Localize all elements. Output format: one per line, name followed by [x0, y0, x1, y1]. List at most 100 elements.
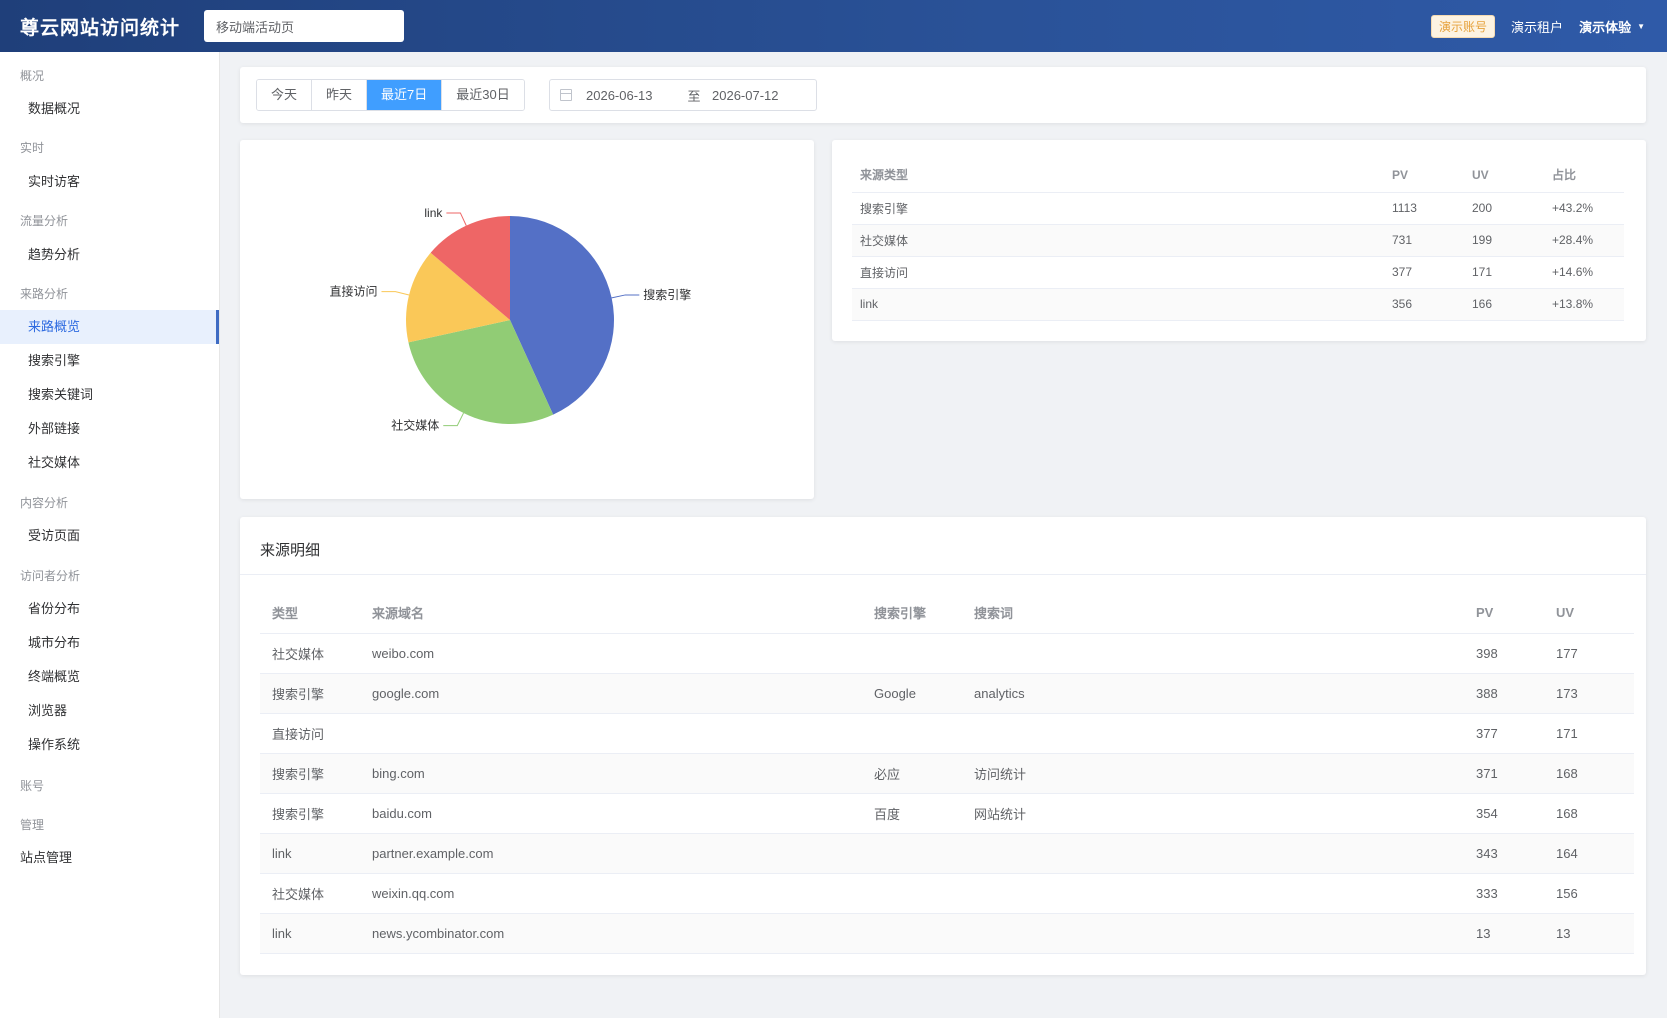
- pie-label-line-0: [611, 294, 640, 299]
- filter-bar: 今天 昨天 最近7日 最近30日 2026-06-13 至 2026-07-12: [240, 67, 1646, 123]
- pie-label-3: link: [424, 206, 443, 220]
- table-cell: link: [260, 913, 360, 954]
- table-cell: 177: [1544, 633, 1634, 674]
- table-cell: 354: [1464, 793, 1544, 834]
- column-header: 搜索引擎: [862, 593, 962, 634]
- sidebar-group-label: 来路分析: [20, 287, 69, 301]
- table-cell: 173: [1544, 673, 1634, 714]
- source-summary-card: 来源类型 PV UV 占比 搜索引擎 1113 200 +43.2% 社交媒体 …: [832, 140, 1646, 341]
- pie-slice-3[interactable]: [430, 216, 510, 320]
- divider: [240, 574, 1646, 575]
- table-cell: [862, 833, 962, 874]
- sidebar-item-realtime-visitors[interactable]: 实时访客: [28, 174, 81, 189]
- table-cell: link: [852, 288, 1384, 321]
- column-header: 来源域名: [360, 593, 862, 634]
- table-cell: +13.8%: [1544, 288, 1624, 321]
- table-cell: analytics: [962, 673, 1464, 714]
- table-cell: [862, 713, 962, 754]
- date-range-picker[interactable]: 2026-06-13 至 2026-07-12: [549, 79, 817, 111]
- column-header: 类型: [260, 593, 360, 634]
- sidebar-item-social-media[interactable]: 社交媒体: [28, 455, 81, 470]
- calendar-icon: [560, 89, 572, 101]
- table-cell: baidu.com: [360, 793, 862, 834]
- table-cell: 168: [1544, 753, 1634, 794]
- column-header: PV: [1464, 593, 1544, 634]
- pie-slice-2[interactable]: [406, 252, 510, 343]
- table-cell: 13: [1544, 913, 1634, 954]
- pie-label-line-3: [446, 212, 467, 226]
- sidebar-item-visited-pages[interactable]: 受访页面: [28, 528, 81, 543]
- source-detail-card: 来源明细 类型 来源域名 搜索引擎 搜索词 PV UV 社交媒体 weibo.co…: [240, 517, 1646, 975]
- sidebar-group-label: 流量分析: [20, 214, 69, 228]
- sidebar: 概况 数据概况 实时 实时访客 流量分析 趋势分析 来路分析 来路概览 搜索引擎…: [0, 52, 220, 1018]
- table-cell: 搜索引擎: [260, 753, 360, 794]
- table-cell: 377: [1464, 713, 1544, 754]
- table-cell: [360, 713, 862, 754]
- sidebar-item-search-keywords[interactable]: 搜索关键词: [28, 387, 94, 402]
- table-cell: 171: [1464, 256, 1544, 289]
- tenant-link[interactable]: 演示租户: [1511, 19, 1564, 35]
- table-cell: +14.6%: [1544, 256, 1624, 289]
- table-cell: 社交媒体: [260, 873, 360, 914]
- table-row: link 356 166 +13.8%: [852, 288, 1624, 321]
- sidebar-group-label[interactable]: 账号: [20, 779, 45, 793]
- column-header: 搜索词: [962, 593, 1464, 634]
- table-header-row: 类型 来源域名 搜索引擎 搜索词 PV UV: [260, 593, 1634, 634]
- range-last7-button[interactable]: 最近7日: [367, 80, 443, 110]
- table-cell: 社交媒体: [852, 224, 1384, 257]
- range-yesterday-button[interactable]: 昨天: [312, 80, 368, 110]
- column-header: 来源类型: [852, 158, 1384, 193]
- table-cell: 200: [1464, 192, 1544, 225]
- table-cell: [962, 913, 1464, 954]
- pie-label-1: 社交媒体: [391, 418, 439, 433]
- table-cell: +28.4%: [1544, 224, 1624, 257]
- source-detail-table: 类型 来源域名 搜索引擎 搜索词 PV UV 社交媒体 weibo.com 398 1…: [260, 593, 1634, 954]
- table-cell: 必应: [862, 753, 962, 794]
- top-right-area: 演示账号 演示租户 演示体验 ▼: [1431, 0, 1645, 52]
- date-start-input[interactable]: 2026-06-13: [586, 87, 653, 103]
- table-cell: 171: [1544, 713, 1634, 754]
- table-cell: 13: [1464, 913, 1544, 954]
- sidebar-item-city-distribution[interactable]: 城市分布: [28, 635, 81, 650]
- date-end-input[interactable]: 2026-07-12: [712, 87, 779, 103]
- column-header: UV: [1544, 593, 1634, 634]
- sidebar-item-browser[interactable]: 浏览器: [28, 703, 68, 718]
- table-row: 直接访问 377 171: [260, 713, 1634, 754]
- table-row: 直接访问 377 171 +14.6%: [852, 256, 1624, 289]
- range-last30-button[interactable]: 最近30日: [442, 80, 524, 110]
- sidebar-item-site-management[interactable]: 站点管理: [20, 850, 73, 865]
- source-detail-title: 来源明细: [260, 542, 321, 559]
- user-menu-label: 演示体验: [1579, 19, 1632, 35]
- sidebar-item-device-overview[interactable]: 终端概览: [28, 669, 81, 684]
- table-cell: 398: [1464, 633, 1544, 674]
- table-cell: news.ycombinator.com: [360, 913, 862, 954]
- sidebar-item-data-overview[interactable]: 数据概况: [28, 101, 81, 116]
- table-cell: 388: [1464, 673, 1544, 714]
- sidebar-item-operating-system[interactable]: 操作系统: [28, 737, 81, 752]
- table-cell: weixin.qq.com: [360, 873, 862, 914]
- user-menu[interactable]: 演示体验 ▼: [1579, 17, 1645, 36]
- range-today-button[interactable]: 今天: [257, 80, 313, 110]
- pie-slice-0[interactable]: [510, 216, 614, 415]
- table-row: 搜索引擎 bing.com 必应 访问统计 371 168: [260, 753, 1634, 794]
- table-cell: [962, 873, 1464, 914]
- site-select[interactable]: 移动端活动页: [204, 10, 404, 42]
- table-row: 搜索引擎 google.com Google analytics 388 173: [260, 673, 1634, 714]
- sidebar-item-trend-analysis[interactable]: 趋势分析: [28, 247, 81, 262]
- date-separator: 至: [687, 88, 701, 104]
- table-cell: 168: [1544, 793, 1634, 834]
- sidebar-group-label: 实时: [20, 141, 45, 155]
- table-cell: link: [260, 833, 360, 874]
- table-cell: partner.example.com: [360, 833, 862, 874]
- sidebar-item-source-overview[interactable]: 来路概览: [0, 310, 219, 344]
- sidebar-group-label: 访问者分析: [20, 569, 81, 583]
- table-cell: [862, 913, 962, 954]
- sidebar-item-search-engines[interactable]: 搜索引擎: [28, 353, 81, 368]
- sidebar-item-external-links[interactable]: 外部链接: [28, 421, 81, 436]
- sidebar-item-province-distribution[interactable]: 省份分布: [28, 601, 81, 616]
- table-cell: [962, 833, 1464, 874]
- pie-slice-1[interactable]: [408, 320, 554, 424]
- table-row: 搜索引擎 baidu.com 百度 网站统计 354 168: [260, 793, 1634, 834]
- table-cell: 搜索引擎: [260, 673, 360, 714]
